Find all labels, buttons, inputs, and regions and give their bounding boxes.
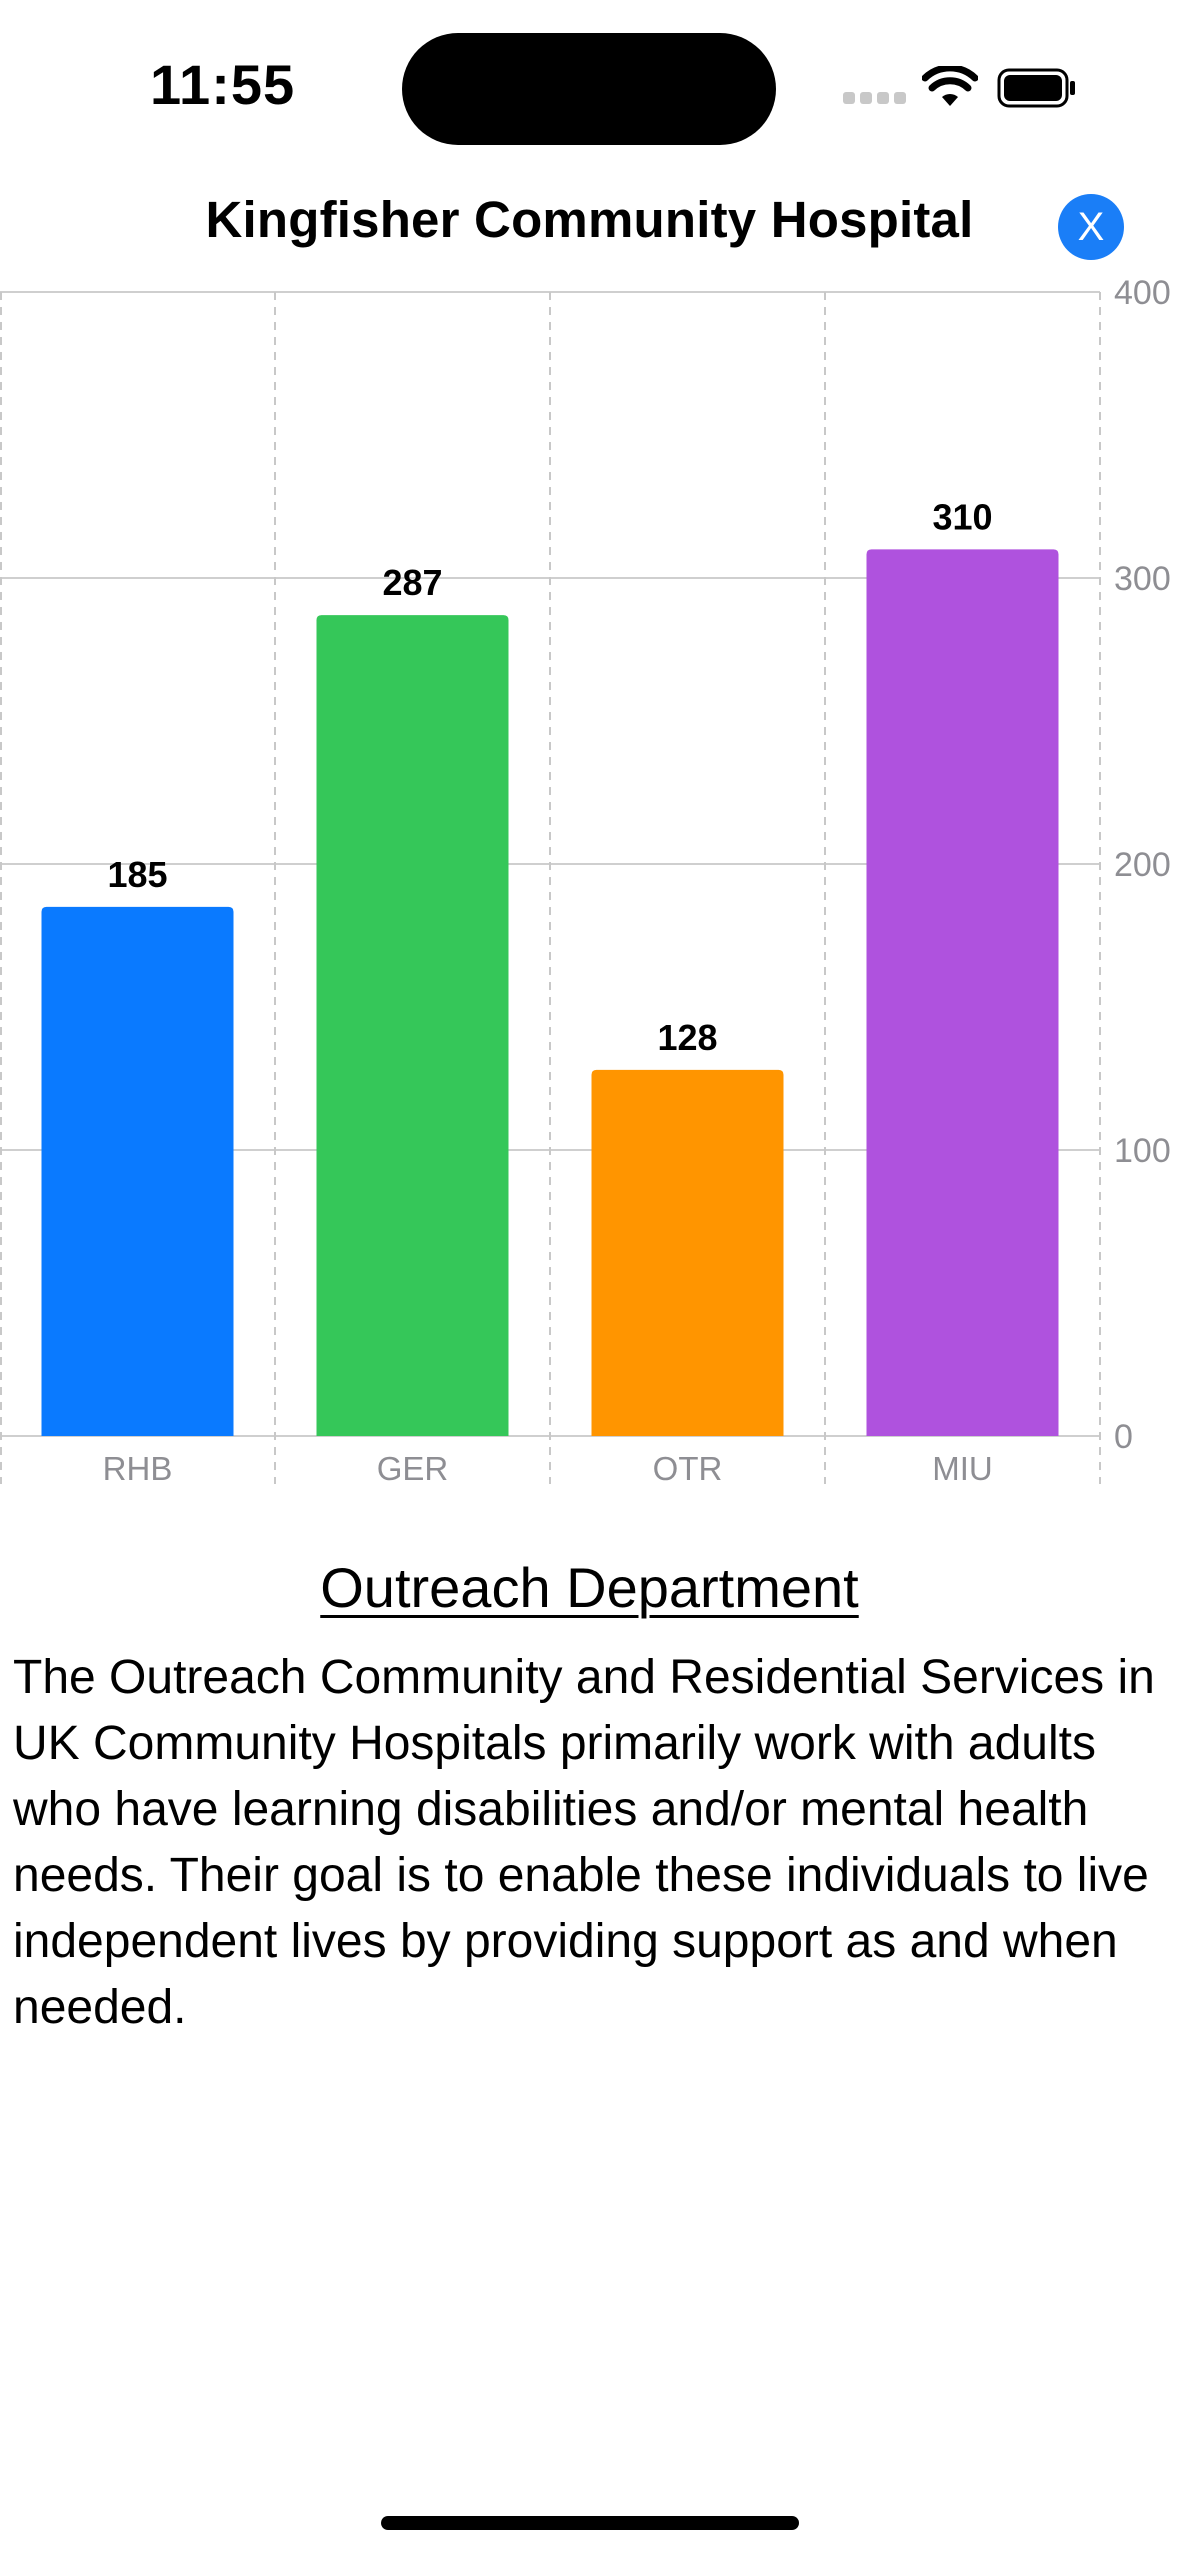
wifi-icon bbox=[922, 66, 978, 106]
page-title: Kingfisher Community Hospital bbox=[205, 191, 974, 248]
bar-chart: 0 100 200 300 400 185 RHB 287 GER 128 OTR 310 MIU bbox=[0, 280, 1171, 1487]
home-indicator[interactable] bbox=[381, 2516, 799, 2530]
department-description: The Outreach Community and Residential S… bbox=[13, 1651, 1155, 2034]
chart-bars bbox=[41, 549, 1059, 1436]
bar-value-label: 287 bbox=[382, 562, 442, 603]
bar-value-label: 310 bbox=[932, 496, 992, 537]
x-tick-label: GER bbox=[377, 1450, 449, 1487]
status-time: 11:55 bbox=[150, 53, 296, 116]
bar-rhb bbox=[41, 906, 234, 1436]
close-button[interactable]: X bbox=[1058, 194, 1124, 260]
y-tick-label: 200 bbox=[1114, 846, 1171, 884]
y-tick-label: 0 bbox=[1114, 1418, 1133, 1456]
bar-ger bbox=[316, 615, 509, 1436]
x-tick-label: MIU bbox=[932, 1450, 993, 1487]
bar-otr bbox=[591, 1069, 784, 1436]
department-title: Outreach Department bbox=[320, 1556, 859, 1619]
x-tick-label: RHB bbox=[103, 1450, 173, 1487]
cellular-signal-icon bbox=[843, 92, 906, 106]
dynamic-island bbox=[402, 33, 776, 145]
y-tick-label: 300 bbox=[1114, 560, 1171, 598]
x-tick-label: OTR bbox=[653, 1450, 723, 1487]
status-bar: 11:55 bbox=[0, 0, 1179, 170]
y-tick-label: 400 bbox=[1114, 280, 1171, 312]
battery-icon bbox=[997, 68, 1075, 108]
bar-value-label: 185 bbox=[107, 854, 167, 895]
bar-value-label: 128 bbox=[657, 1017, 717, 1058]
y-tick-label: 100 bbox=[1114, 1132, 1171, 1170]
chart-labels: 0 100 200 300 400 185 RHB 287 GER 128 OTR 310 MIU bbox=[103, 280, 1171, 1487]
bar-miu bbox=[866, 549, 1059, 1436]
